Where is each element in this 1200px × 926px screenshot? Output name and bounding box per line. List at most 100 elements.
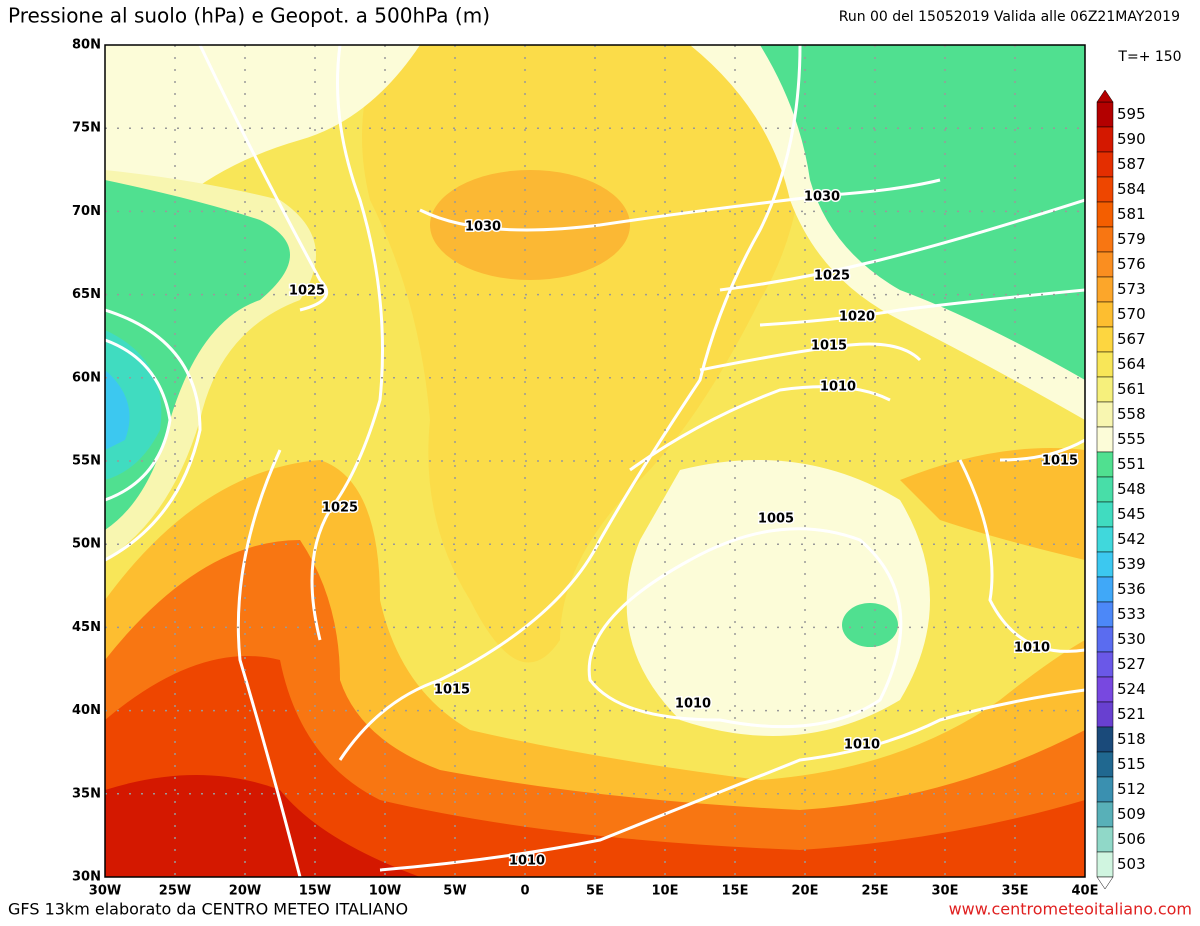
- isobar-label: 1015: [811, 339, 847, 354]
- colorbar-cell: [1096, 251, 1114, 278]
- colorbar: 595 590 587 584 581 579 576 573 570 567 564 561 558 5…: [1096, 89, 1146, 890]
- colorbar-cell: [1096, 426, 1114, 453]
- colorbar-cell: [1096, 576, 1114, 603]
- lat-label: 80N: [72, 38, 101, 53]
- isobars: [105, 45, 1085, 877]
- lon-label: 20W: [229, 884, 261, 899]
- colorbar-label: 564: [1117, 355, 1146, 373]
- colorbar-label: 518: [1117, 730, 1146, 748]
- map-field: [105, 45, 1085, 877]
- colorbar-cell: [1096, 726, 1114, 753]
- isobar-label: 1010: [675, 697, 711, 712]
- timestep: T=+ 150: [1117, 49, 1181, 65]
- colorbar-cell: [1096, 651, 1114, 678]
- colorbar-cell: [1096, 226, 1114, 253]
- colorbar-label: 551: [1117, 455, 1146, 473]
- title: Pressione al suolo (hPa) e Geopot. a 500…: [8, 4, 490, 28]
- isobar-label: 1030: [465, 220, 501, 235]
- colorbar-cell: [1096, 776, 1114, 803]
- lon-label: 30E: [932, 884, 959, 899]
- colorbar-label: 555: [1117, 430, 1146, 448]
- lon-label: 35E: [1002, 884, 1029, 899]
- isobar-label: 1020: [839, 310, 875, 325]
- isobar-labels: 1030 1030 1025 1025 1020 1015 1010 1015 1025 1005…: [287, 188, 1079, 870]
- lon-label: 15E: [722, 884, 749, 899]
- lon-label: 20E: [792, 884, 819, 899]
- isobar-label: 1010: [844, 738, 880, 753]
- isobar-label: 1010: [1014, 641, 1050, 656]
- colorbar-cell: [1096, 301, 1114, 328]
- lat-label: 75N: [72, 121, 101, 136]
- colorbar-label: 548: [1117, 480, 1146, 498]
- colorbar-label: 539: [1117, 555, 1146, 573]
- colorbar-label: 512: [1117, 780, 1146, 798]
- colorbar-cell: [1096, 201, 1114, 228]
- colorbar-label: 581: [1117, 205, 1146, 223]
- lon-label: 5W: [443, 884, 466, 899]
- graticule: [105, 45, 1085, 877]
- colorbar-cell: [1096, 101, 1114, 128]
- colorbar-label: 545: [1117, 505, 1146, 523]
- colorbar-cell: [1096, 751, 1114, 778]
- colorbar-label: 584: [1117, 180, 1146, 198]
- colorbar-label: 573: [1117, 280, 1146, 298]
- isobar-label: 1005: [758, 512, 794, 527]
- lat-label: 60N: [72, 370, 101, 385]
- colorbar-cell: [1096, 676, 1114, 703]
- colorbar-label: 561: [1117, 380, 1146, 398]
- footer-url: www.centrometeoitaliano.com: [949, 900, 1192, 919]
- lat-label: 45N: [72, 620, 101, 635]
- isobar-label: 1030: [804, 190, 840, 205]
- footer-credit: GFS 13km elaborato da CENTRO METEO ITALI…: [8, 900, 408, 919]
- colorbar-cell: [1096, 701, 1114, 728]
- colorbar-cell: [1096, 376, 1114, 403]
- colorbar-label: 576: [1117, 255, 1146, 273]
- colorbar-cell: [1096, 176, 1114, 203]
- colorbar-label: 536: [1117, 580, 1146, 598]
- lat-label: 65N: [72, 287, 101, 302]
- colorbar-label: 533: [1117, 605, 1146, 623]
- isobar-label: 1025: [814, 269, 850, 284]
- colorbar-cell: [1096, 551, 1114, 578]
- colorbar-cell: [1096, 276, 1114, 303]
- lon-label: 25W: [159, 884, 191, 899]
- lat-label: 70N: [72, 204, 101, 219]
- colorbar-cell: [1096, 451, 1114, 478]
- colorbar-cell: [1096, 501, 1114, 528]
- isobar-label: 1010: [509, 854, 545, 869]
- lon-label: 5E: [586, 884, 604, 899]
- colorbar-label: 542: [1117, 530, 1146, 548]
- colorbar-label: 590: [1117, 130, 1146, 148]
- colorbar-label: 506: [1117, 830, 1146, 848]
- map-frame: [104, 44, 1086, 878]
- lat-label: 40N: [72, 703, 101, 718]
- lon-label: 0: [520, 884, 529, 899]
- colorbar-cell: [1096, 851, 1114, 878]
- lon-label: 10W: [369, 884, 401, 899]
- colorbar-cell: [1096, 151, 1114, 178]
- lat-label: 35N: [72, 786, 101, 801]
- colorbar-label: 515: [1117, 755, 1146, 773]
- colorbar-cell: [1096, 401, 1114, 428]
- lon-label: 30W: [89, 884, 121, 899]
- colorbar-label: 524: [1117, 680, 1146, 698]
- colorbar-label: 521: [1117, 705, 1146, 723]
- colorbar-cell: [1096, 476, 1114, 503]
- colorbar-cell: [1096, 326, 1114, 353]
- colorbar-cell: [1096, 126, 1114, 153]
- colorbar-label: 527: [1117, 655, 1146, 673]
- colorbar-label: 587: [1117, 155, 1146, 173]
- isobar-label: 1025: [322, 501, 358, 516]
- colorbar-label: 509: [1117, 805, 1146, 823]
- colorbar-cell: [1096, 826, 1114, 853]
- colorbar-cell: [1096, 526, 1114, 553]
- colorbar-label: 503: [1117, 855, 1146, 873]
- isobar-label: 1025: [289, 284, 325, 299]
- lon-label: 15W: [299, 884, 331, 899]
- colorbar-cell: [1096, 626, 1114, 653]
- colorbar-cell: [1096, 601, 1114, 628]
- colorbar-label: 530: [1117, 630, 1146, 648]
- lon-label: 10E: [652, 884, 679, 899]
